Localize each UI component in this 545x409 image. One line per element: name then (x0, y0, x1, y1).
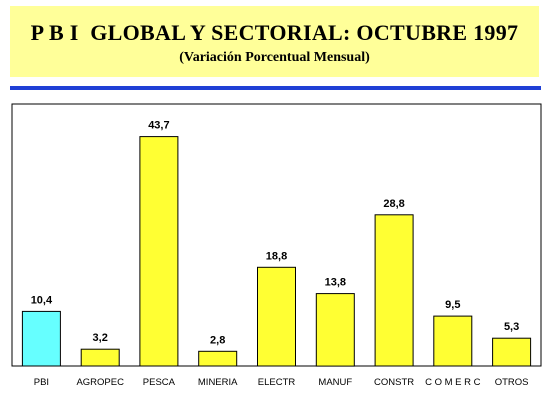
bar-mineria (198, 350, 238, 367)
chart-title: P B I GLOBAL Y SECTORIAL: OCTUBRE 1997 (30, 20, 519, 45)
data-label-mineria: 2,8 (210, 334, 225, 346)
data-label-comerc: 9,5 (445, 299, 460, 311)
x-tick-label: AGROPEC (76, 377, 124, 388)
data-label-agropec: 3,2 (93, 332, 108, 344)
data-label-pbi: 10,4 (31, 294, 53, 306)
bar-electr (257, 266, 296, 367)
bar-comerc (433, 315, 473, 367)
x-tick-label: PESCA (143, 377, 176, 388)
x-tick-label: MINERIA (198, 377, 238, 388)
data-label-otros: 5,3 (504, 321, 519, 333)
x-tick-label: PBI (34, 377, 49, 388)
bar-pbi (21, 310, 61, 367)
bar-constr (374, 214, 414, 367)
x-tick-label: OTROS (495, 377, 529, 388)
title-divider (10, 86, 541, 90)
chart-header: P B I GLOBAL Y SECTORIAL: OCTUBRE 1997 (… (10, 6, 539, 77)
x-tick-label: CONSTR (374, 377, 414, 388)
data-label-constr: 28,8 (383, 198, 404, 210)
bar-pesca (139, 136, 179, 367)
bar-agropec (80, 348, 120, 367)
chart-subtitle: (Variación Porcentual Mensual) (179, 50, 370, 65)
data-label-electr: 18,8 (266, 250, 287, 262)
bar-otros (492, 337, 532, 367)
data-label-manuf: 13,8 (325, 277, 346, 289)
x-tick-label: ELECTR (258, 377, 296, 388)
x-tick-label: MANUF (318, 377, 352, 388)
x-tick-label: C O M E R C (425, 377, 481, 388)
bar-manuf (315, 293, 355, 367)
data-label-pesca: 43,7 (148, 120, 169, 132)
